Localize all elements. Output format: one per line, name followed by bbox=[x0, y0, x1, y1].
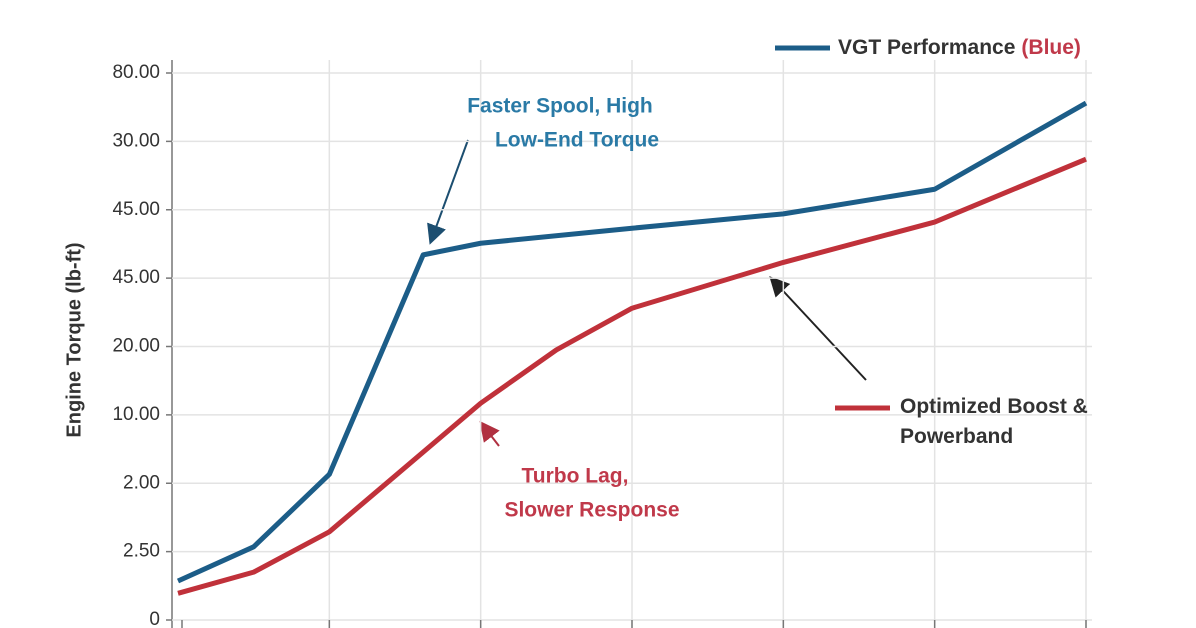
y-tick-label: 2.00 bbox=[123, 472, 160, 493]
y-tick-label: 10.00 bbox=[112, 404, 160, 425]
line-series bbox=[177, 156, 1087, 596]
annotation: Low-End Torque bbox=[495, 129, 659, 152]
annotation: Slower Response bbox=[504, 499, 679, 522]
y-tick-label: 30.00 bbox=[112, 130, 160, 151]
y-axis-label: Engine Torque (lb-ft) bbox=[63, 242, 85, 437]
y-tick-label: 80.00 bbox=[112, 62, 160, 83]
legend-note: (Blue) bbox=[1021, 36, 1081, 59]
y-tick-label: 0 bbox=[149, 609, 160, 628]
line-series bbox=[176, 100, 1088, 584]
y-tick-label: 20.00 bbox=[112, 336, 160, 357]
arrow bbox=[479, 420, 500, 447]
annotation: Turbo Lag, bbox=[522, 465, 629, 488]
y-tick-label: 2.50 bbox=[123, 541, 160, 562]
y-tick-label: 45.00 bbox=[112, 267, 160, 288]
y-tick-label: 45.00 bbox=[112, 199, 160, 220]
annotation: Faster Spool, High bbox=[467, 95, 653, 118]
legend-label: VGT Performance bbox=[838, 36, 1015, 59]
legend-label: Optimized Boost & Powerband bbox=[900, 395, 1088, 448]
legend-entry: VGT Performance (Blue) bbox=[838, 36, 1081, 59]
arrow bbox=[427, 139, 469, 245]
arrow bbox=[769, 276, 867, 381]
